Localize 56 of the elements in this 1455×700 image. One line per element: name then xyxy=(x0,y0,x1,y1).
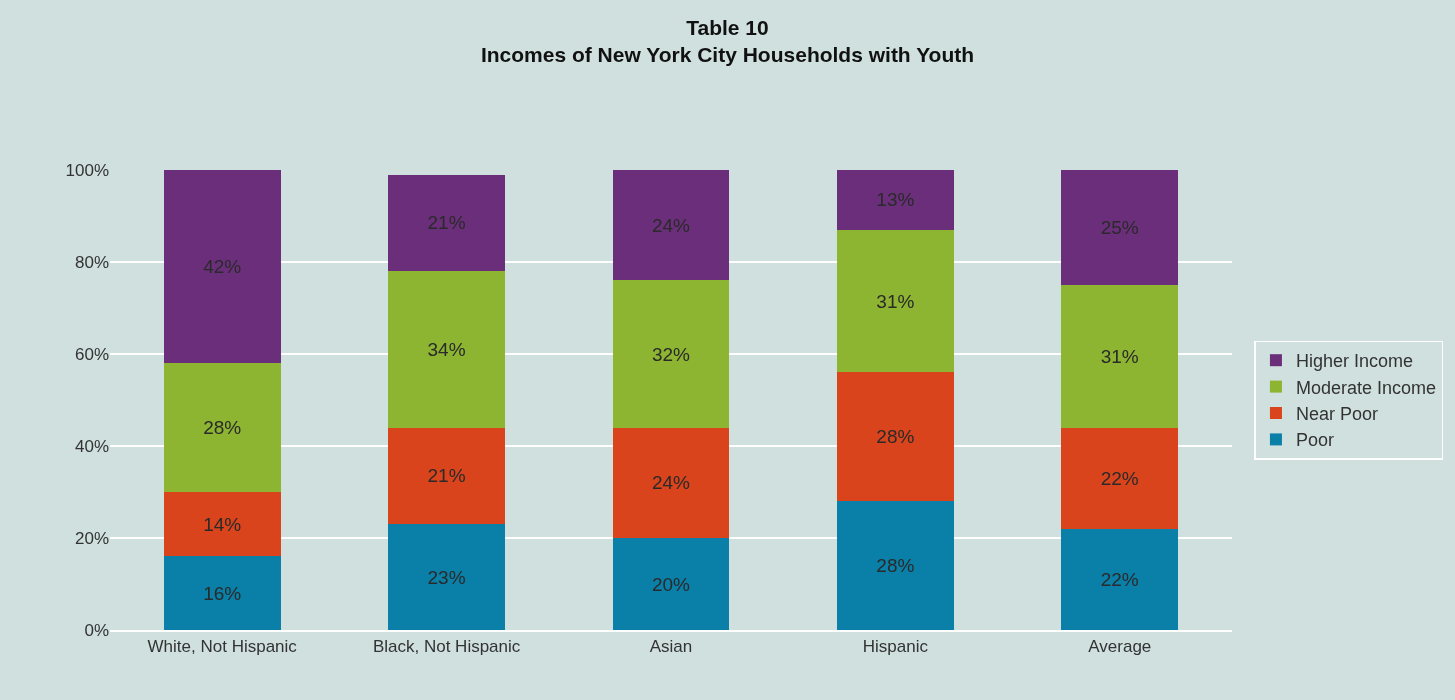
data-label: 31% xyxy=(1100,345,1139,367)
bar xyxy=(837,170,954,230)
bar xyxy=(612,427,730,538)
data-label: 34% xyxy=(427,338,466,360)
chart-title: Table 10 Incomes of New York City Households with Youth xyxy=(480,16,975,67)
data-label: 32% xyxy=(651,343,691,365)
bar xyxy=(163,363,281,492)
y-tick-label: 80% xyxy=(74,252,109,272)
legend-label: Higher Income xyxy=(1295,351,1413,372)
x-tick-label: Hispanic xyxy=(862,637,929,657)
y-tick-label: 60% xyxy=(74,344,109,364)
bar xyxy=(1061,170,1179,285)
x-tick-label: Asian xyxy=(649,637,693,657)
bar xyxy=(612,170,730,281)
x-tick-label: Black, Not Hispanic xyxy=(372,637,521,657)
bar xyxy=(837,229,954,373)
data-label: 24% xyxy=(651,472,691,494)
data-label: 22% xyxy=(1100,568,1139,590)
x-tick-label: Average xyxy=(1088,637,1152,657)
y-tick-label: 20% xyxy=(74,528,109,548)
data-label: 28% xyxy=(203,417,242,439)
bar xyxy=(163,556,281,630)
bar xyxy=(612,280,730,428)
data-label: 13% xyxy=(876,189,915,211)
bar xyxy=(1061,285,1179,428)
data-label: 25% xyxy=(1100,217,1139,238)
data-label: 20% xyxy=(651,573,691,595)
y-tick-label: 40% xyxy=(74,436,109,456)
data-label: 42% xyxy=(203,256,242,278)
bar xyxy=(837,501,954,630)
legend-label: Poor xyxy=(1295,430,1334,451)
data-label: 21% xyxy=(427,465,466,487)
bar xyxy=(163,492,281,557)
data-label: 23% xyxy=(427,566,466,588)
y-tick-label: 0% xyxy=(84,620,109,640)
data-label: 31% xyxy=(876,290,915,312)
y-tick-label: 100% xyxy=(65,160,109,180)
bar xyxy=(388,174,505,272)
x-tick-label: White, Not Hispanic xyxy=(147,637,298,657)
bar xyxy=(1061,528,1179,630)
data-label: 16% xyxy=(203,582,242,604)
bar xyxy=(1061,427,1179,529)
data-label: 24% xyxy=(651,214,691,236)
legend-label: Near Poor xyxy=(1295,404,1378,425)
legend-label: Moderate Income xyxy=(1295,377,1437,398)
bar xyxy=(388,271,505,428)
bar xyxy=(388,524,505,630)
data-label: 28% xyxy=(876,426,915,448)
bar xyxy=(612,538,730,630)
data-label: 14% xyxy=(203,513,242,535)
data-label: 21% xyxy=(427,212,466,234)
bar xyxy=(837,372,954,502)
data-label: 22% xyxy=(1100,467,1139,489)
bar xyxy=(163,170,281,364)
data-label: 28% xyxy=(876,555,915,577)
bar xyxy=(388,427,505,525)
